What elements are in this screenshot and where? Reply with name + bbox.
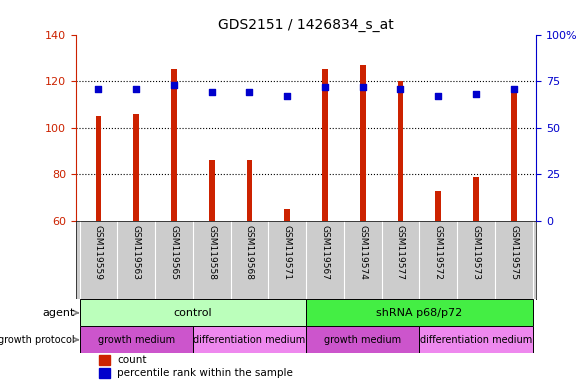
Bar xyxy=(99,355,110,365)
Point xyxy=(509,86,518,92)
Bar xyxy=(436,190,441,221)
Text: GSM119568: GSM119568 xyxy=(245,225,254,280)
Point xyxy=(283,93,292,99)
Text: GSM119559: GSM119559 xyxy=(94,225,103,280)
Text: GSM119565: GSM119565 xyxy=(170,225,178,280)
Text: GSM119577: GSM119577 xyxy=(396,225,405,280)
Bar xyxy=(171,70,177,221)
Point xyxy=(320,84,329,90)
Text: GSM119571: GSM119571 xyxy=(283,225,292,280)
Bar xyxy=(79,326,193,353)
Text: control: control xyxy=(174,308,212,318)
Text: GSM119558: GSM119558 xyxy=(207,225,216,280)
Bar xyxy=(306,326,419,353)
Point xyxy=(132,86,141,92)
Bar xyxy=(193,326,306,353)
Text: GSM119567: GSM119567 xyxy=(321,225,329,280)
Bar xyxy=(360,65,366,221)
Text: GSM119563: GSM119563 xyxy=(132,225,141,280)
Point xyxy=(207,89,216,95)
Bar xyxy=(322,70,328,221)
Point xyxy=(471,91,480,97)
Bar xyxy=(99,368,110,378)
Bar xyxy=(247,160,252,221)
Point xyxy=(358,84,367,90)
Text: growth medium: growth medium xyxy=(324,335,401,345)
Bar xyxy=(306,299,533,326)
Bar xyxy=(96,116,101,221)
Text: count: count xyxy=(117,356,147,366)
Text: growth protocol: growth protocol xyxy=(0,335,78,345)
Bar xyxy=(79,299,306,326)
Bar xyxy=(511,93,517,221)
Point xyxy=(434,93,443,99)
Text: GSM119574: GSM119574 xyxy=(358,225,367,280)
Title: GDS2151 / 1426834_s_at: GDS2151 / 1426834_s_at xyxy=(218,18,394,32)
Bar xyxy=(473,177,479,221)
Bar xyxy=(285,209,290,221)
Bar xyxy=(134,114,139,221)
Text: GSM119573: GSM119573 xyxy=(472,225,480,280)
Bar xyxy=(209,160,215,221)
Text: GSM119575: GSM119575 xyxy=(509,225,518,280)
Text: growth medium: growth medium xyxy=(97,335,175,345)
Text: differentiation medium: differentiation medium xyxy=(420,335,532,345)
Text: shRNA p68/p72: shRNA p68/p72 xyxy=(376,308,462,318)
Point xyxy=(396,86,405,92)
Point xyxy=(94,86,103,92)
Bar xyxy=(419,326,533,353)
Text: percentile rank within the sample: percentile rank within the sample xyxy=(117,368,293,378)
Text: agent: agent xyxy=(43,308,78,318)
Point xyxy=(245,89,254,95)
Bar xyxy=(398,81,403,221)
Point xyxy=(169,82,178,88)
Text: differentiation medium: differentiation medium xyxy=(194,335,305,345)
Text: GSM119572: GSM119572 xyxy=(434,225,442,280)
